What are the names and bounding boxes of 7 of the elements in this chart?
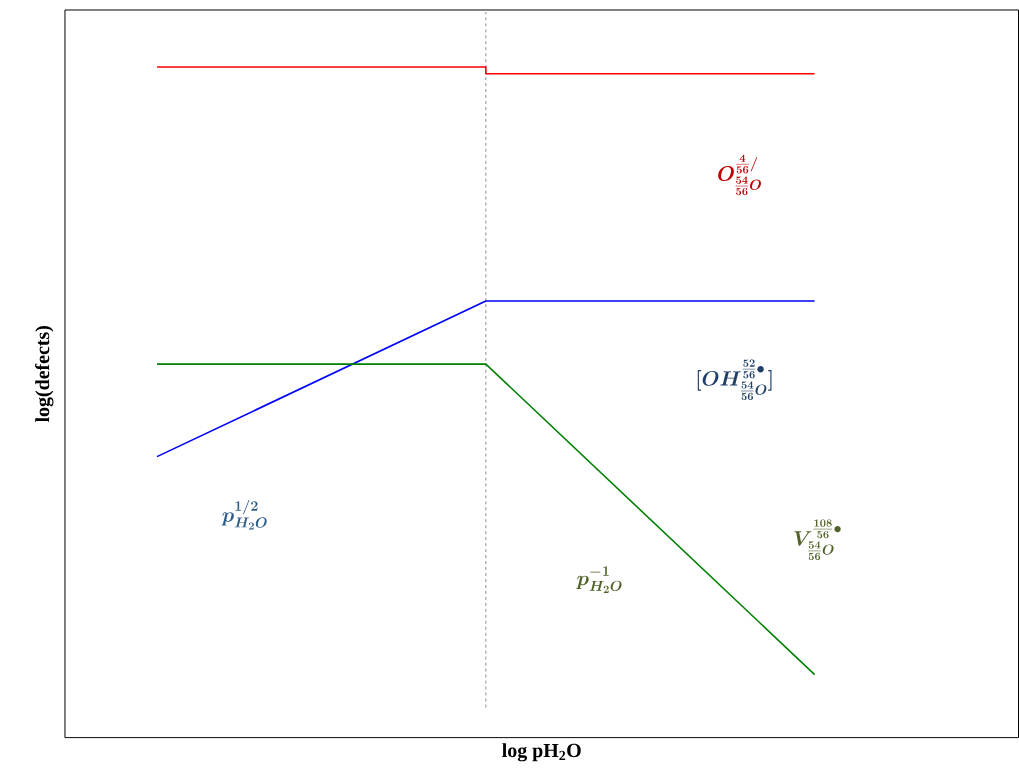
annotation: $V^{\frac{108}{56}\bullet}_{\frac{54}{56}O}$: [794, 519, 841, 561]
annotation: $p^{-1}_{H_2O}$: [576, 566, 622, 594]
x-axis-title: log pH$_{2}$O: [502, 743, 581, 762]
annotation: $O^{\frac{4}{56}/}_{\frac{54}{56}O}$: [718, 154, 761, 196]
y-axis-title: log(defects): [35, 326, 54, 423]
annotation: $[OH^{\frac{52}{56}\bullet}_{\frac{54}{56}O}]$: [697, 359, 772, 401]
annotation: $p^{1/2}_{H_2O}$: [221, 500, 267, 530]
